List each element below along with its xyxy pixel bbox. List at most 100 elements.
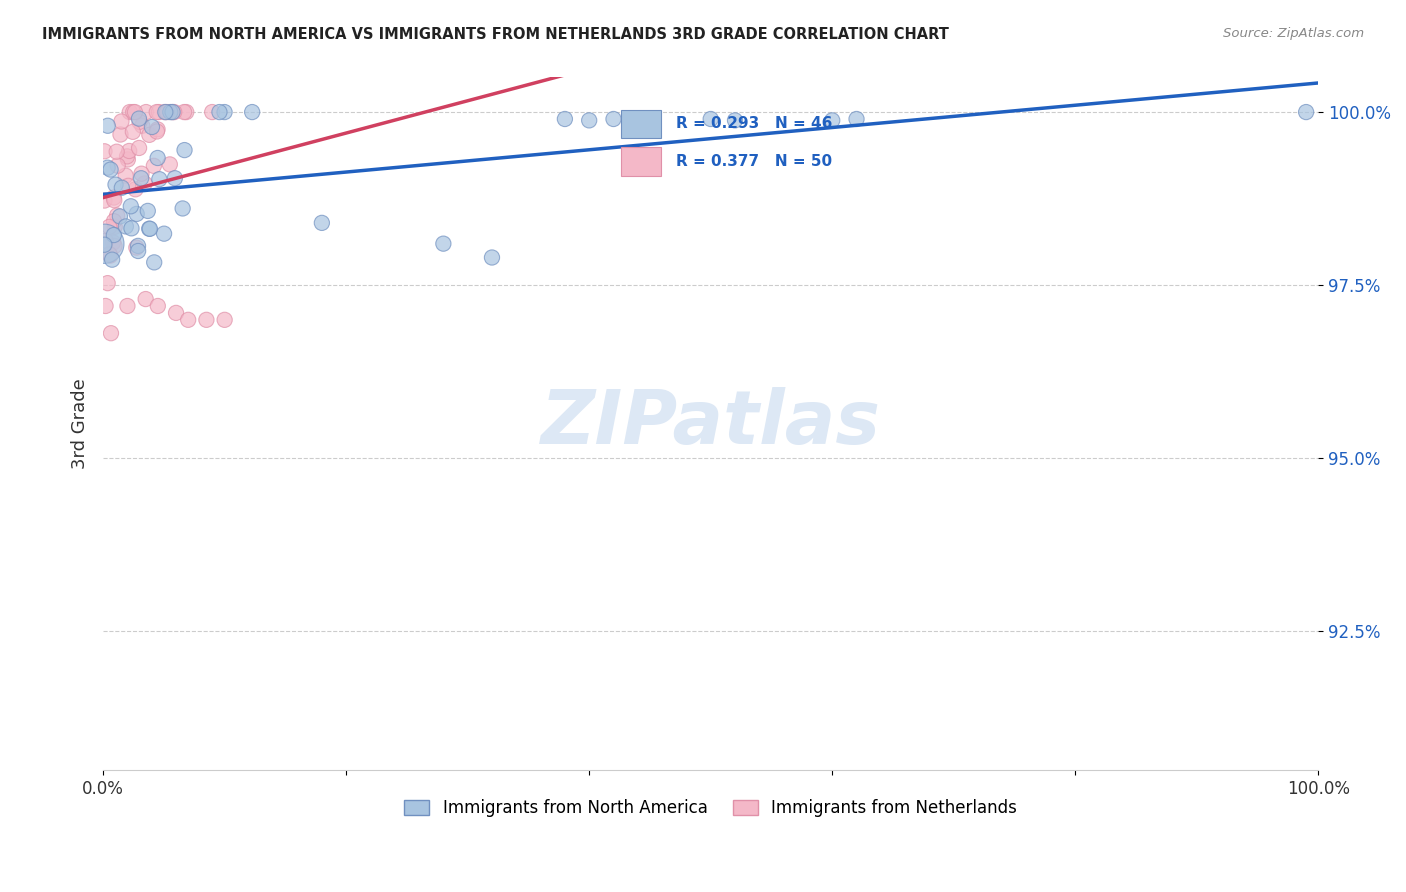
Point xyxy=(111,180,134,194)
Point xyxy=(120,199,142,213)
Point xyxy=(724,113,747,128)
Point xyxy=(115,219,138,234)
Point xyxy=(177,313,200,327)
Point xyxy=(103,227,125,242)
Point xyxy=(159,105,181,120)
Point xyxy=(165,306,187,320)
Point xyxy=(602,112,624,126)
Point xyxy=(432,236,454,251)
Point xyxy=(131,119,153,133)
Point xyxy=(93,237,115,252)
Point xyxy=(115,149,138,163)
Point xyxy=(104,219,127,234)
Point xyxy=(214,313,236,327)
Point xyxy=(163,105,186,120)
Point xyxy=(98,248,121,262)
Point xyxy=(101,235,124,250)
Point xyxy=(153,227,176,241)
Point xyxy=(135,105,157,120)
Point xyxy=(146,122,169,136)
Point xyxy=(105,145,128,159)
Bar xyxy=(621,110,661,138)
Point xyxy=(136,203,159,218)
Point xyxy=(101,252,124,267)
Point xyxy=(110,114,132,128)
Point xyxy=(129,171,152,186)
Point xyxy=(127,244,149,258)
Point xyxy=(128,112,150,126)
Point xyxy=(98,247,121,261)
Point xyxy=(97,161,120,175)
Bar xyxy=(621,147,661,176)
Point xyxy=(93,194,115,208)
Point xyxy=(155,105,177,120)
Point xyxy=(125,207,148,221)
Text: IMMIGRANTS FROM NORTH AMERICA VS IMMIGRANTS FROM NETHERLANDS 3RD GRADE CORRELATI: IMMIGRANTS FROM NORTH AMERICA VS IMMIGRA… xyxy=(42,27,949,42)
Point xyxy=(110,128,132,142)
Point xyxy=(93,145,115,159)
Point xyxy=(163,171,186,186)
Point xyxy=(105,209,128,223)
Point xyxy=(162,105,184,120)
Point xyxy=(172,202,194,216)
Point xyxy=(118,144,141,158)
Point xyxy=(174,105,197,120)
Point xyxy=(117,299,139,313)
Point xyxy=(135,292,157,306)
Point xyxy=(214,105,236,120)
Point xyxy=(117,153,139,167)
Point xyxy=(134,177,156,191)
Text: R = 0.293   N = 46: R = 0.293 N = 46 xyxy=(675,117,832,131)
Point xyxy=(148,105,170,120)
Point xyxy=(208,105,231,120)
Point xyxy=(1295,105,1317,120)
Point xyxy=(173,143,195,157)
Point xyxy=(108,210,131,224)
Point xyxy=(578,113,600,128)
Point xyxy=(240,105,263,120)
Point xyxy=(481,251,503,265)
Point xyxy=(162,105,184,120)
Point xyxy=(145,105,167,120)
Point xyxy=(124,105,146,120)
Point xyxy=(104,178,127,192)
Point xyxy=(118,105,141,120)
Point xyxy=(311,216,333,230)
Point xyxy=(124,182,146,196)
Point xyxy=(121,221,143,235)
Point xyxy=(94,299,117,313)
Point xyxy=(146,124,169,138)
Point xyxy=(127,239,149,253)
Point xyxy=(97,276,120,290)
Point xyxy=(821,113,844,128)
Point xyxy=(146,299,169,313)
Point xyxy=(845,112,868,126)
Point xyxy=(128,115,150,129)
Point xyxy=(103,239,125,253)
Point xyxy=(148,172,170,186)
Point xyxy=(103,193,125,207)
Point xyxy=(103,190,125,204)
Point xyxy=(97,119,120,133)
Point xyxy=(122,105,145,120)
Point xyxy=(146,151,169,165)
Point xyxy=(143,255,166,269)
Point xyxy=(128,141,150,155)
Point xyxy=(94,234,117,248)
Point xyxy=(173,105,195,120)
Point xyxy=(153,105,176,120)
Point xyxy=(138,221,160,235)
Point xyxy=(141,120,163,134)
Point xyxy=(100,326,122,341)
Point xyxy=(131,167,153,181)
Point xyxy=(125,241,148,255)
Text: Source: ZipAtlas.com: Source: ZipAtlas.com xyxy=(1223,27,1364,40)
Point xyxy=(117,178,139,193)
Point xyxy=(142,159,165,173)
Point xyxy=(201,105,224,120)
Y-axis label: 3rd Grade: 3rd Grade xyxy=(72,378,89,469)
Point xyxy=(139,221,162,235)
Point xyxy=(114,169,136,183)
Point xyxy=(121,125,143,139)
Point xyxy=(156,105,179,120)
